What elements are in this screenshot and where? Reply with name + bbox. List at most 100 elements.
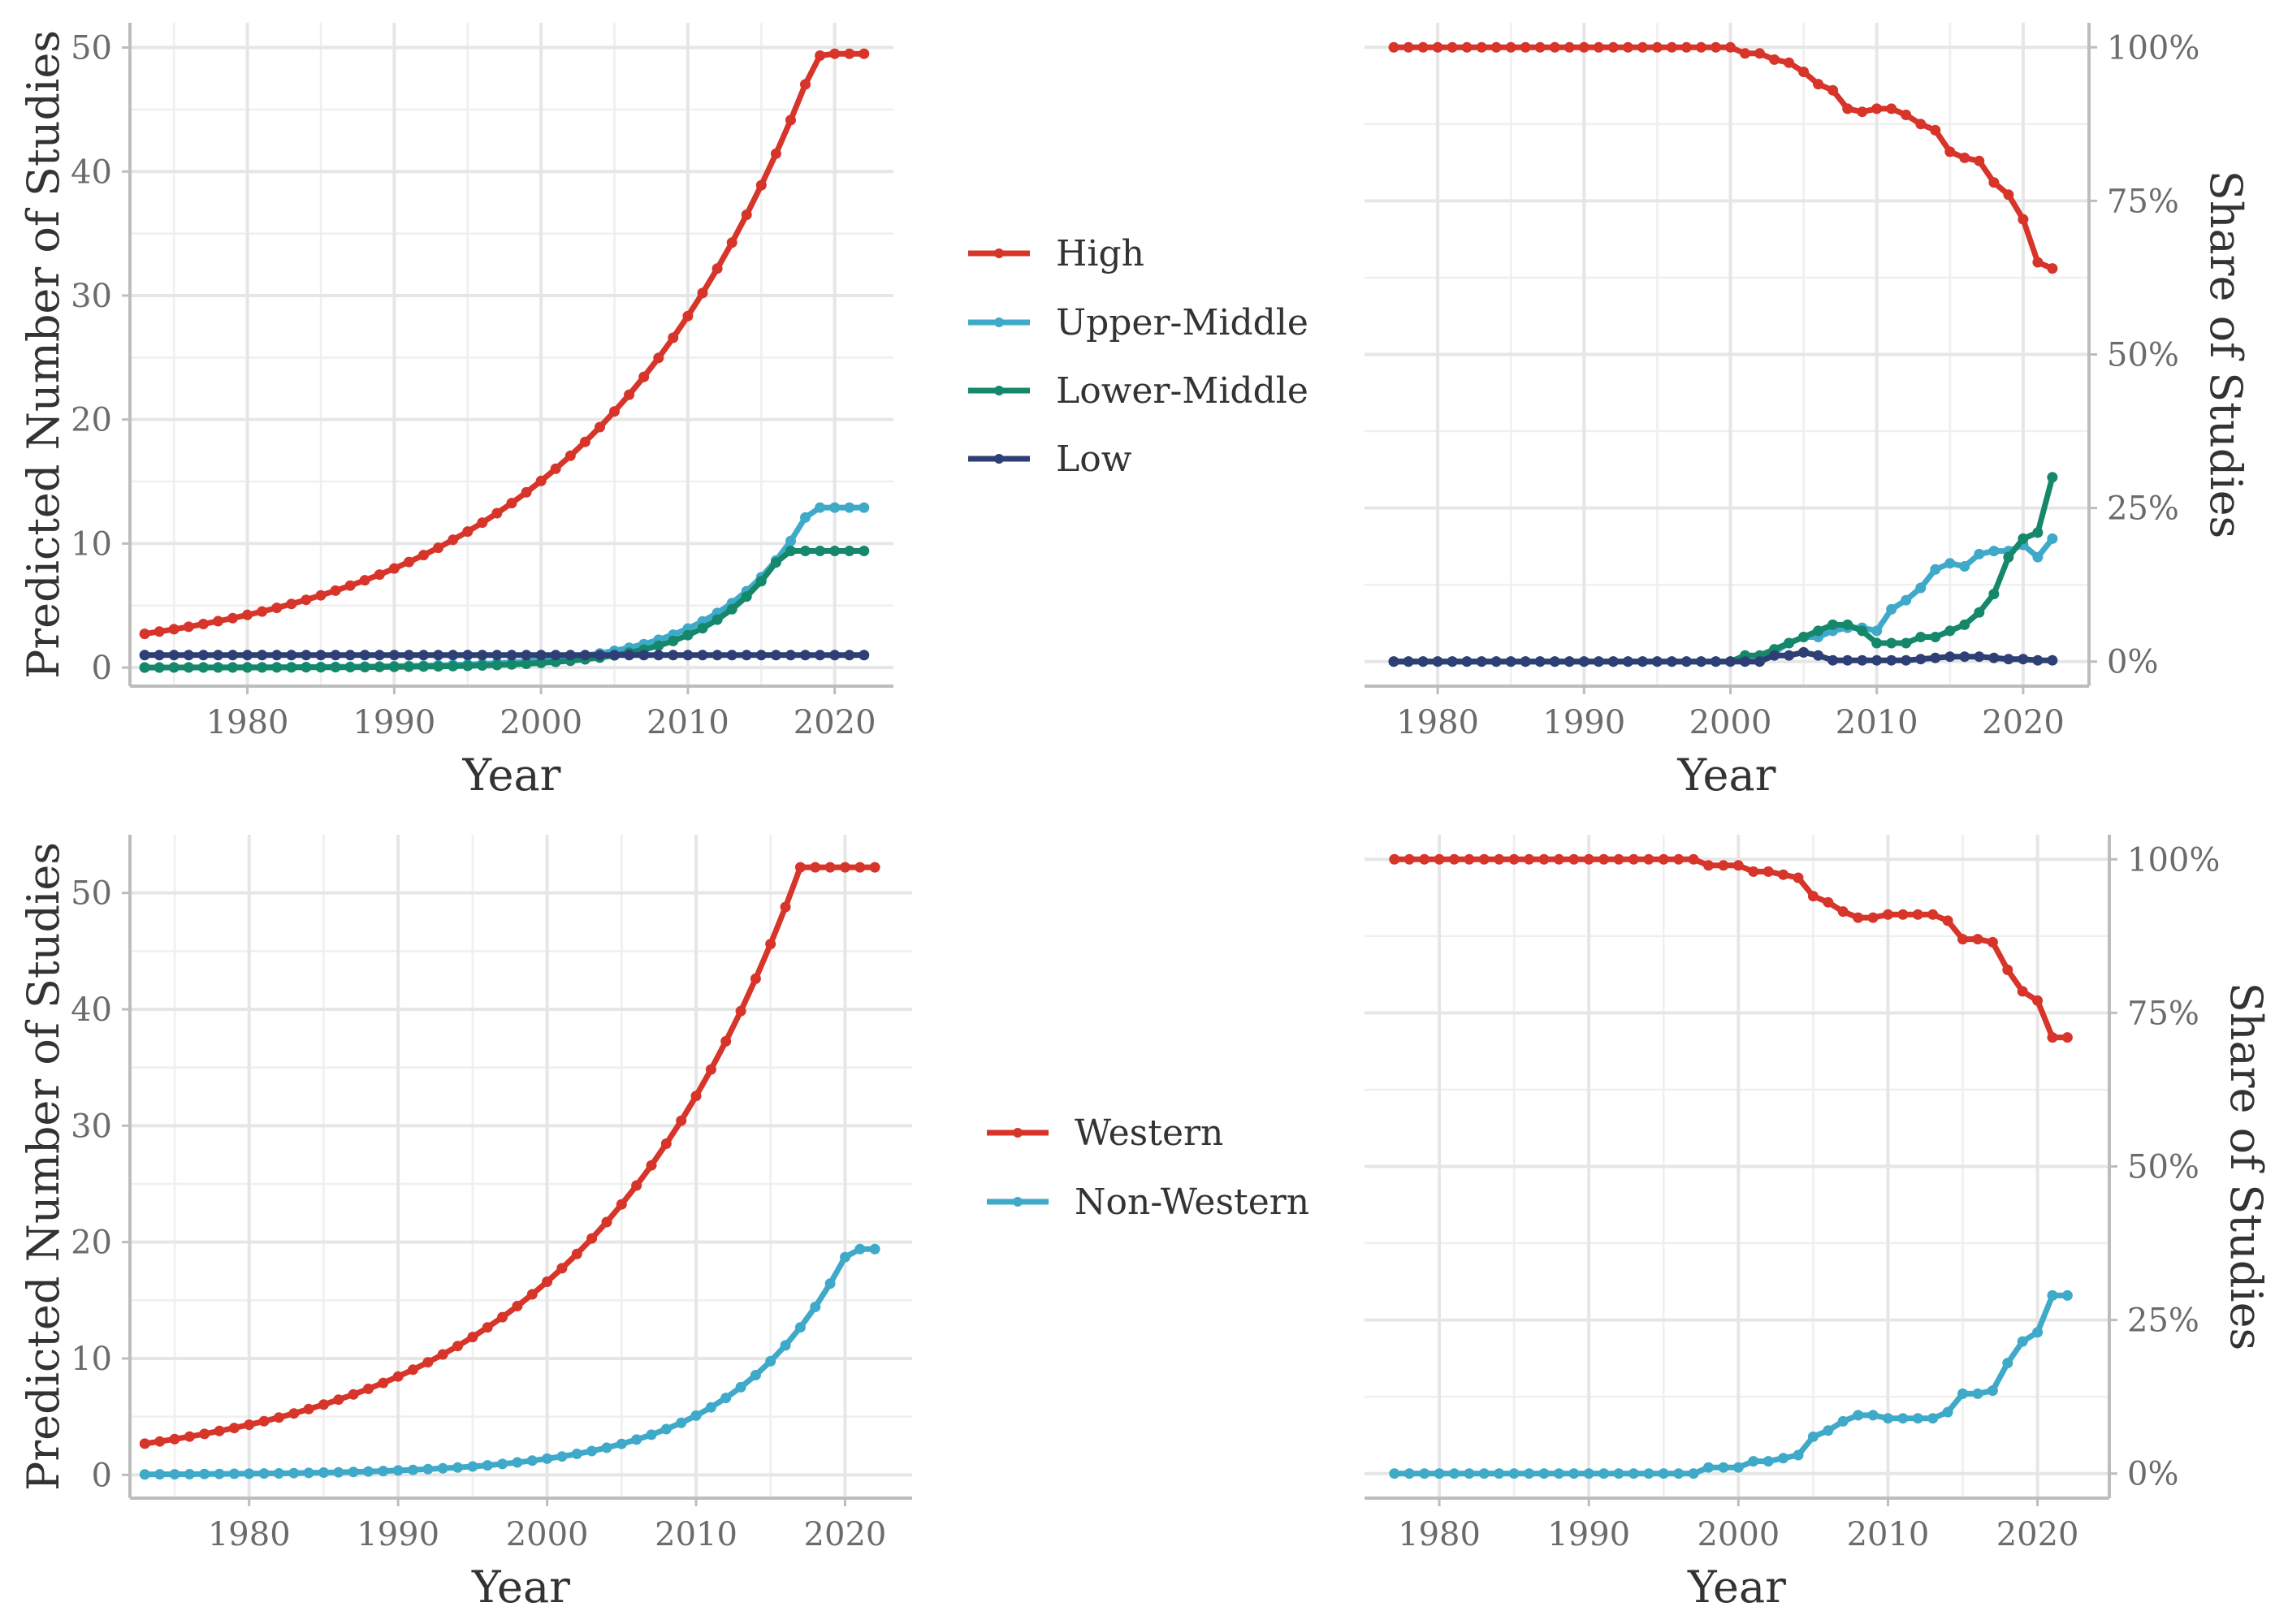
data-point: [631, 1434, 642, 1445]
data-point: [646, 1160, 657, 1171]
data-point: [330, 650, 341, 661]
data-point: [452, 1341, 463, 1352]
data-point: [765, 939, 776, 950]
data-point: [1959, 561, 1970, 572]
legend-key-point: [1013, 1128, 1023, 1138]
data-point: [1793, 1449, 1804, 1461]
data-point: [1449, 1468, 1460, 1479]
data-point: [2047, 472, 2058, 483]
data-point: [601, 1216, 612, 1228]
data-point: [705, 1402, 716, 1413]
data-point: [2017, 1336, 2028, 1347]
legend-item-lower-middle: Lower-Middle: [968, 370, 1308, 412]
data-point: [631, 1180, 642, 1191]
data-point: [344, 650, 356, 661]
data-point: [301, 662, 312, 673]
data-point: [526, 1455, 538, 1466]
data-point: [1974, 548, 1985, 559]
data-point: [1901, 637, 1912, 649]
data-point: [2018, 214, 2029, 225]
data-point: [244, 1419, 255, 1431]
data-point: [168, 662, 179, 673]
data-point: [1842, 103, 1853, 114]
series-lower-middle: [1388, 472, 2058, 667]
data-point: [550, 463, 561, 474]
data-point: [1666, 656, 1677, 667]
data-point: [1813, 79, 1824, 90]
data-point: [139, 1469, 150, 1480]
data-point: [1524, 853, 1535, 865]
data-point: [1658, 853, 1669, 865]
data-point: [333, 1394, 344, 1406]
data-point: [595, 650, 605, 661]
legend-item-upper-middle: Upper-Middle: [968, 302, 1308, 343]
data-point: [1871, 637, 1883, 649]
data-point: [2032, 257, 2044, 268]
data-point: [404, 661, 414, 672]
x-tick-label: 2000: [500, 704, 582, 741]
legend-label: Non-Western: [1075, 1181, 1309, 1223]
series-line: [1391, 649, 2056, 665]
data-point: [735, 1381, 746, 1393]
data-point: [1628, 853, 1639, 865]
data-point: [1798, 646, 1810, 658]
data-point: [1842, 654, 1853, 666]
data-point: [815, 650, 826, 661]
data-point: [755, 179, 767, 191]
legend-item-low: Low: [968, 438, 1132, 480]
data-point: [1740, 48, 1750, 59]
data-point: [433, 661, 444, 672]
data-point: [829, 546, 841, 556]
data-point: [829, 48, 841, 59]
data-point: [462, 650, 474, 661]
legend-key-point: [994, 386, 1004, 395]
data-point: [422, 1357, 434, 1368]
data-point: [1403, 1468, 1415, 1479]
data-point: [1461, 41, 1473, 53]
data-point: [227, 662, 238, 673]
data-point: [785, 650, 796, 661]
data-point: [1857, 106, 1868, 118]
data-point: [1583, 853, 1594, 865]
data-point: [844, 48, 855, 59]
x-tick-label: 2010: [655, 1516, 737, 1553]
series-high: [139, 48, 870, 640]
data-point: [1666, 41, 1677, 53]
data-point: [1769, 650, 1780, 661]
data-point: [2047, 1032, 2058, 1043]
data-point: [638, 650, 650, 661]
data-point: [491, 659, 503, 671]
data-point: [1508, 853, 1520, 865]
data-point: [1464, 853, 1475, 865]
data-point: [1549, 656, 1560, 667]
legend-label: Low: [1056, 438, 1132, 480]
data-point: [1651, 41, 1663, 53]
data-point: [506, 659, 517, 670]
data-point: [750, 973, 761, 984]
data-point: [616, 1199, 627, 1210]
data-point: [755, 650, 767, 661]
data-point: [197, 662, 209, 673]
data-point: [183, 621, 194, 633]
legend-key-point: [994, 317, 1004, 327]
data-point: [1388, 656, 1399, 667]
data-point: [1637, 656, 1648, 667]
data-point: [1883, 909, 1893, 920]
y-tick-label: 50%: [2107, 337, 2179, 374]
data-point: [1959, 651, 1970, 663]
data-point: [154, 1436, 166, 1447]
data-point: [477, 650, 488, 661]
data-point: [1732, 1462, 1744, 1473]
data-point: [1837, 1415, 1849, 1427]
data-point: [1419, 853, 1430, 865]
data-point: [1417, 41, 1429, 53]
data-point: [139, 1438, 150, 1449]
data-point: [526, 1289, 538, 1300]
x-tick-label: 2020: [1982, 704, 2065, 741]
data-point: [815, 546, 826, 556]
legend-key-point: [1013, 1197, 1023, 1207]
x-tick-label: 2020: [804, 1516, 887, 1553]
x-tick-label: 2000: [506, 1516, 589, 1553]
data-point: [1930, 652, 1941, 663]
region-share-panel: 1980 1990 2000 2010 2020 0% 25% 50% 75% 100% Year S…: [1365, 835, 2272, 1613]
